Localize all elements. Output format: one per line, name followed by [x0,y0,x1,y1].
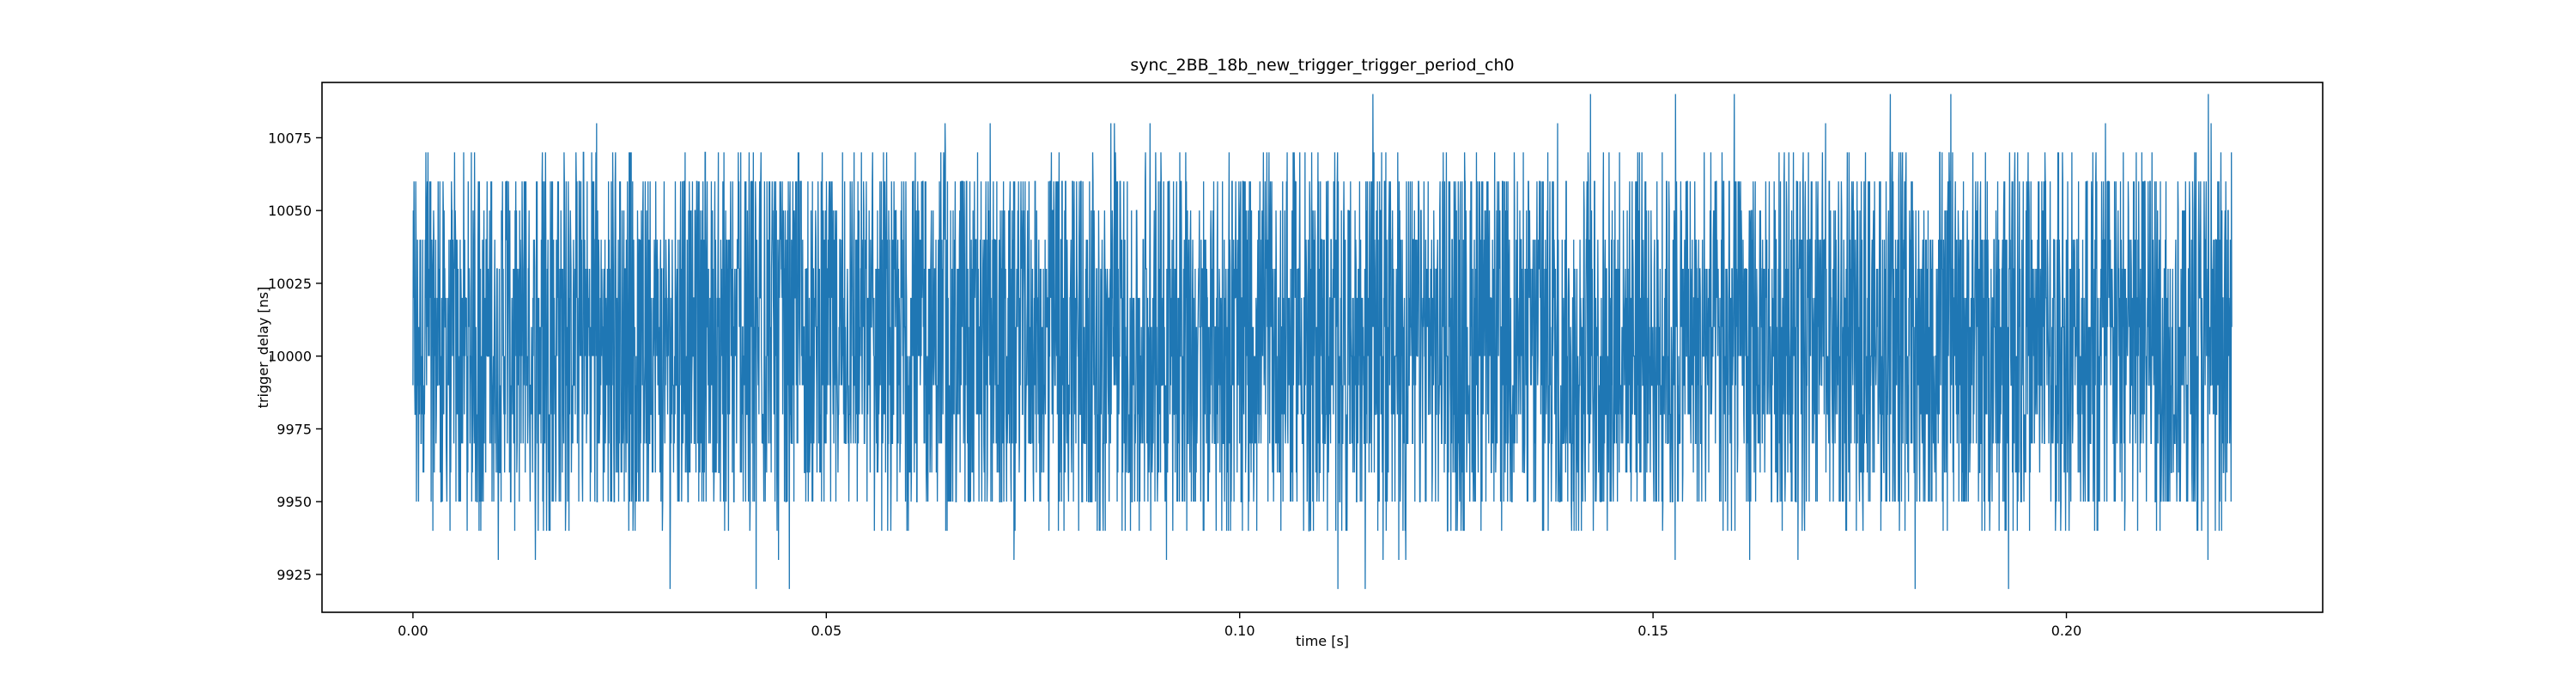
x-tick-label: 0.15 [1637,623,1668,639]
y-tick-label: 10025 [268,276,312,292]
plot-frame [321,82,2324,613]
y-tick-label: 10050 [268,203,312,219]
x-tick-label: 0.00 [398,623,428,639]
x-tick-label: 0.10 [1224,623,1255,639]
y-tick-label: 9925 [276,567,312,583]
y-tick-label: 10075 [268,130,312,146]
x-axis: 0.00 0.05 0.10 0.15 0.20 [398,612,2081,639]
x-tick-label: 0.05 [811,623,842,639]
y-tick-label: 9950 [276,494,312,510]
y-axis-label: trigger_delay [ns] [255,287,272,409]
chart-title: sync_2BB_18b_new_trigger_trigger_period_… [1130,56,1514,75]
y-tick-label: 9975 [276,421,312,437]
y-tick-label: 10000 [268,349,312,365]
x-axis-label: time [s] [1296,633,1349,649]
series-line [412,94,2233,589]
y-axis: 9925 9950 9975 10000 10025 10050 10075 [268,130,322,583]
x-tick-label: 0.20 [2051,623,2082,639]
series-layer [412,94,2233,589]
